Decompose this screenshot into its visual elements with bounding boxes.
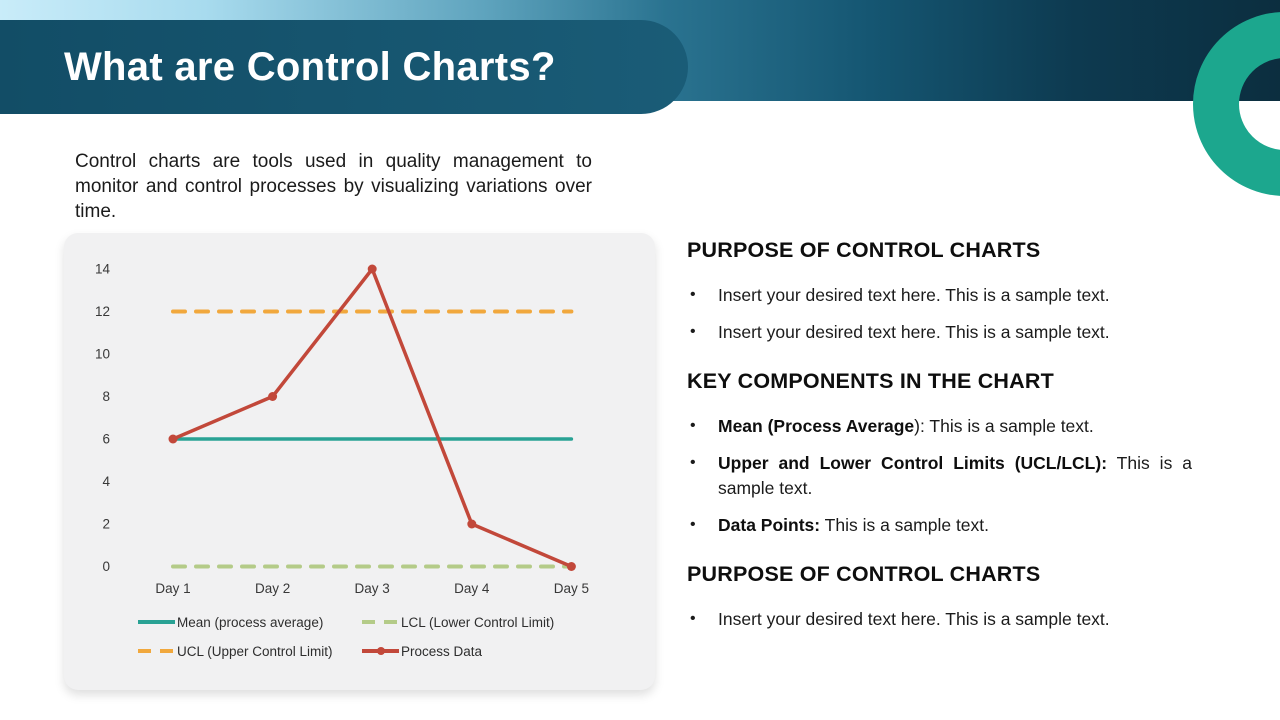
legend-label-ucl: UCL (Upper Control Limit) [177, 643, 333, 659]
legend-swatch-ucl-icon [138, 649, 175, 653]
x-tick-label: Day 3 [355, 581, 390, 596]
y-tick-label: 4 [102, 474, 110, 489]
bullet-bold: Upper and Lower Control Limits (UCL/LCL)… [718, 453, 1108, 473]
right-column: PURPOSE OF CONTROL CHARTS Insert your de… [687, 238, 1192, 656]
bullet-item: Insert your desired text here. This is a… [687, 319, 1192, 345]
legend-row: UCL (Upper Control Limit) Process Data [138, 641, 638, 661]
bullet-text: Insert your desired text here. This is a… [718, 609, 1110, 629]
bullet-item: Insert your desired text here. This is a… [687, 606, 1192, 632]
legend-row: Mean (process average) LCL (Lower Contro… [138, 612, 638, 632]
process-marker [168, 434, 178, 444]
page-title: What are Control Charts? [64, 44, 556, 89]
section-key-components: KEY COMPONENTS IN THE CHART Mean (Proces… [687, 369, 1192, 538]
bullet-text: Insert your desired text here. This is a… [718, 322, 1110, 342]
bullet-text: ): This is a sample text. [914, 416, 1094, 436]
section-heading: PURPOSE OF CONTROL CHARTS [687, 562, 1041, 586]
y-tick-label: 0 [102, 559, 110, 574]
legend-item-mean: Mean (process average) [138, 615, 362, 630]
process-marker [268, 392, 278, 401]
legend-label-process: Process Data [401, 643, 483, 659]
process-marker [467, 519, 477, 529]
control-chart-plot: 0 2 4 6 8 10 12 14 Day 1 Day 2 Day 3 Day 4 Day 5 [95, 262, 589, 597]
process-line [171, 267, 574, 569]
process-marker [367, 264, 377, 274]
legend-item-lcl: LCL (Lower Control Limit) [362, 615, 554, 630]
ring-decoration-icon [1193, 12, 1280, 196]
legend-swatch-mean-icon [138, 620, 175, 624]
x-tick-label: Day 4 [454, 581, 490, 596]
title-banner: What are Control Charts? [0, 20, 688, 114]
bullet-item: Mean (Process Average): This is a sample… [687, 413, 1192, 439]
y-tick-label: 8 [102, 389, 110, 404]
bullet-bold: Mean (Process Average [718, 416, 915, 436]
chart-legend: Mean (process average) LCL (Lower Contro… [138, 612, 638, 670]
bullet-list: Mean (Process Average): This is a sample… [687, 413, 1192, 538]
bullet-item: Data Points: This is a sample text. [687, 512, 1192, 538]
y-tick-label: 10 [95, 347, 110, 362]
process-marker [566, 562, 576, 571]
section-purpose-1: PURPOSE OF CONTROL CHARTS Insert your de… [687, 238, 1192, 345]
y-tick-label: 14 [95, 262, 111, 277]
legend-swatch-process-icon [362, 649, 399, 653]
intro-paragraph: Control charts are tools used in quality… [75, 151, 592, 222]
legend-swatch-lcl-icon [362, 620, 399, 624]
x-tick-label: Day 1 [155, 581, 190, 596]
bullet-item: Upper and Lower Control Limits (UCL/LCL)… [687, 450, 1192, 501]
section-heading: KEY COMPONENTS IN THE CHART [687, 369, 1054, 393]
bullet-text: This is a sample text. [718, 453, 1192, 498]
legend-item-process: Process Data [362, 644, 482, 659]
legend-item-ucl: UCL (Upper Control Limit) [138, 644, 362, 659]
bullet-bold: Data Points: [718, 515, 821, 535]
y-tick-label: 6 [102, 432, 110, 447]
x-tick-label: Day 2 [255, 581, 290, 596]
section-heading: PURPOSE OF CONTROL CHARTS [687, 238, 1041, 262]
legend-label-lcl: LCL (Lower Control Limit) [401, 614, 555, 630]
y-tick-label: 12 [95, 304, 110, 319]
bullet-text: Insert your desired text here. This is a… [718, 285, 1110, 305]
legend-label-mean: Mean (process average) [177, 614, 324, 630]
x-tick-label: Day 5 [554, 581, 589, 596]
section-purpose-2: PURPOSE OF CONTROL CHARTS Insert your de… [687, 562, 1192, 632]
bullet-item: Insert your desired text here. This is a… [687, 282, 1192, 308]
bullet-list: Insert your desired text here. This is a… [687, 282, 1192, 345]
bullet-list: Insert your desired text here. This is a… [687, 606, 1192, 632]
y-tick-label: 2 [102, 517, 110, 532]
bullet-text: This is a sample text. [820, 515, 990, 535]
control-chart-card: 0 2 4 6 8 10 12 14 Day 1 Day 2 Day 3 Day 4 Day 5 Mea… [64, 233, 655, 690]
